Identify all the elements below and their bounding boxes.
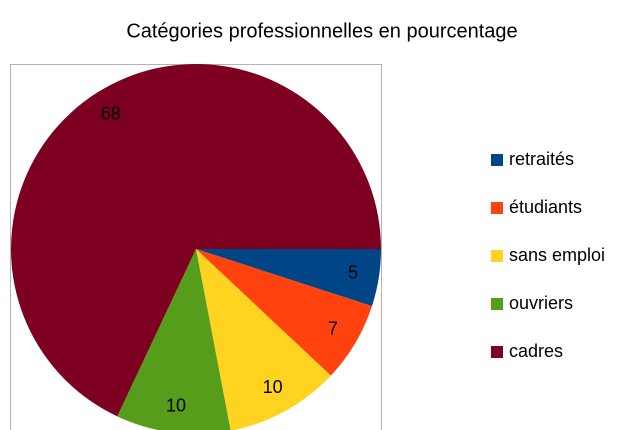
legend-swatch <box>491 250 503 262</box>
data-label: 5 <box>348 263 358 283</box>
pie-slice <box>196 249 372 376</box>
data-label: 68 <box>101 103 121 123</box>
pie-slice <box>196 249 331 430</box>
legend-swatch <box>491 154 503 166</box>
chart-title: Catégories professionnelles en pourcenta… <box>126 20 517 42</box>
legend-label: cadres <box>509 341 563 361</box>
pie-slice <box>196 249 381 307</box>
pie-slice <box>117 249 231 430</box>
pie-slice <box>11 63 382 417</box>
legend-label: retraités <box>509 149 574 169</box>
legend-label: étudiants <box>509 197 582 217</box>
legend-swatch <box>491 202 503 214</box>
legend-swatch <box>491 298 503 310</box>
legend-label: sans emploi <box>509 245 605 265</box>
legend-label: ouvriers <box>509 293 573 313</box>
data-label: 7 <box>328 319 338 339</box>
data-label: 10 <box>263 377 283 397</box>
data-label: 10 <box>166 396 186 416</box>
legend-swatch <box>491 346 503 358</box>
